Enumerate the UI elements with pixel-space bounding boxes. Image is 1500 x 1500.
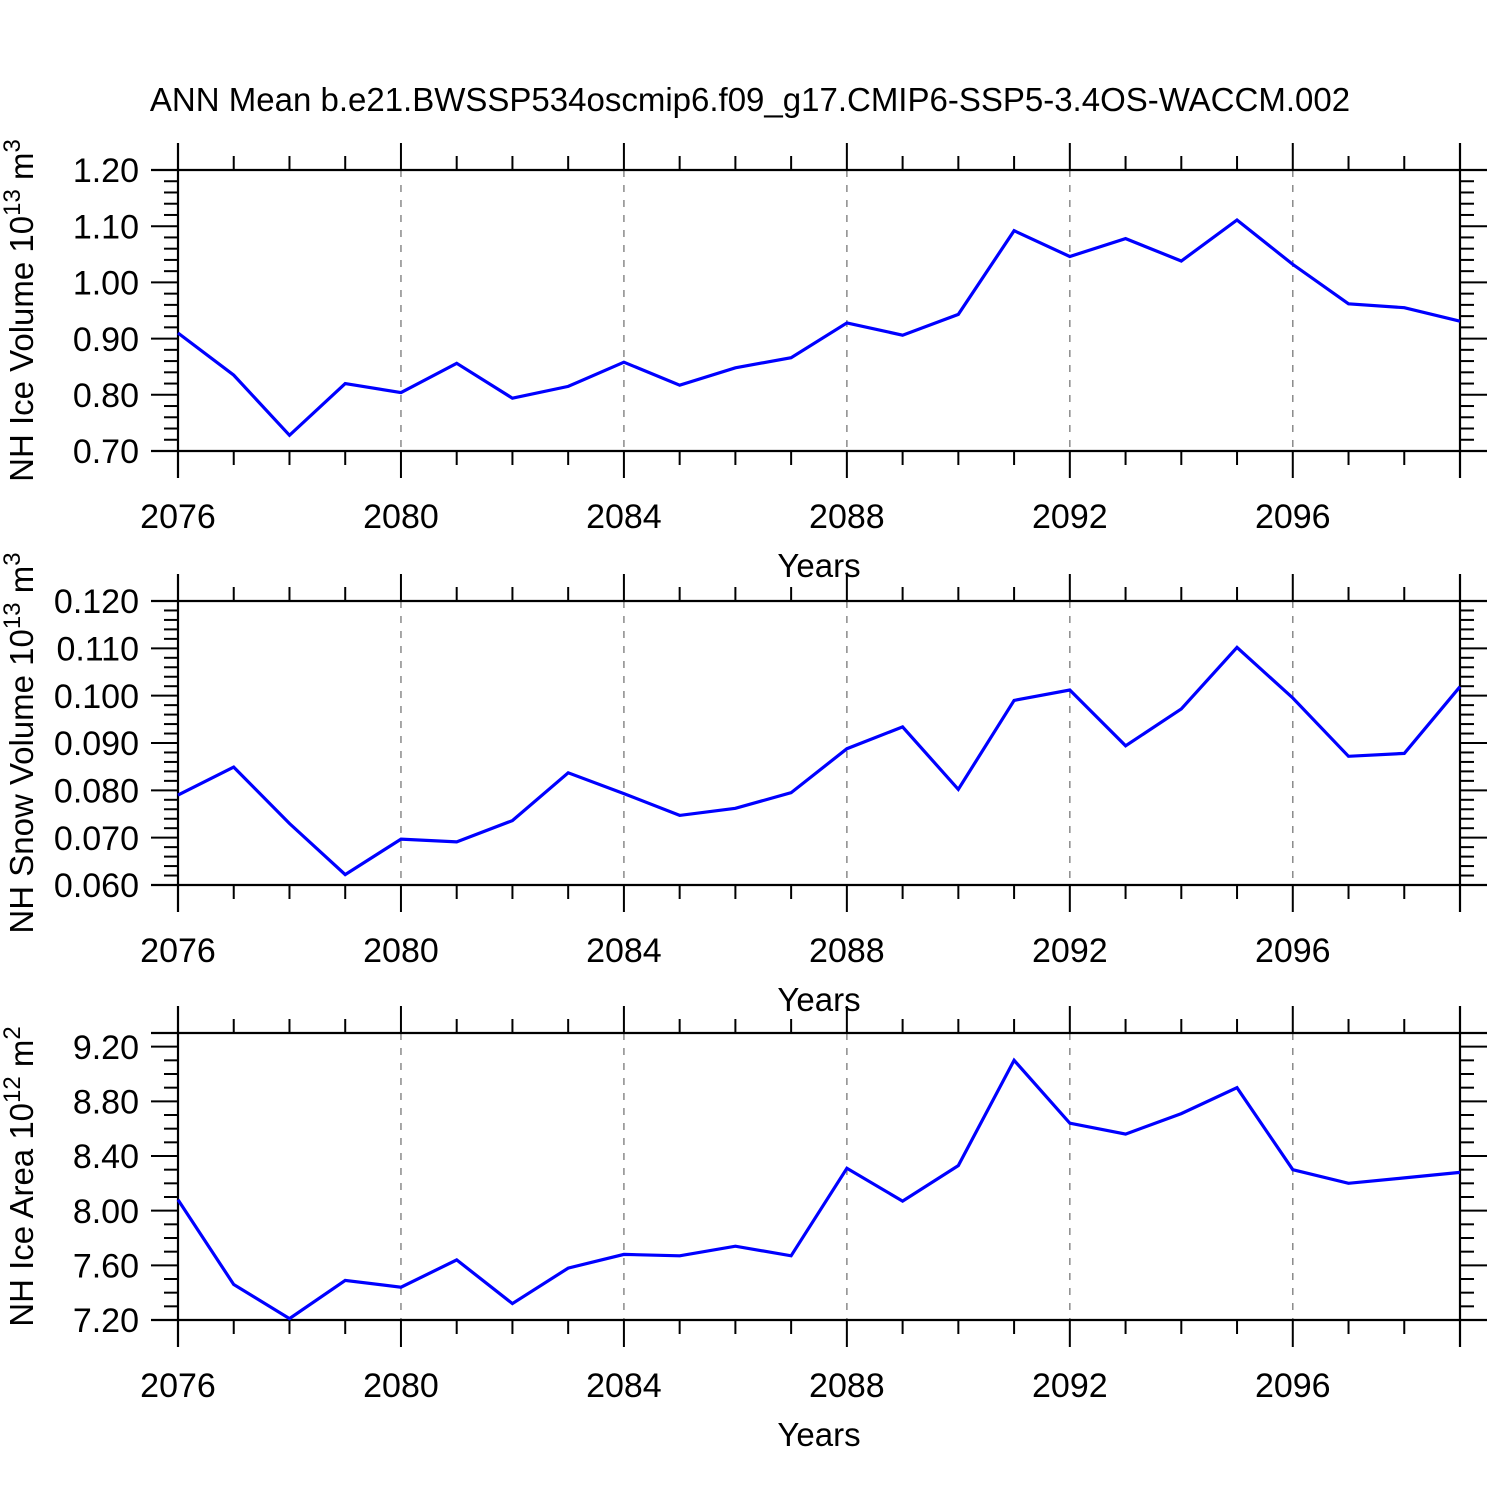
y-tick-labels: 0.70 0.80 0.90 1.00 1.10 1.20 bbox=[73, 152, 139, 471]
y-tick-label: 7.60 bbox=[73, 1248, 139, 1286]
y-tick-labels: 0.060 0.070 0.080 0.090 0.100 0.110 0.120 bbox=[54, 583, 139, 905]
x-tick-labels: 2076 2080 2084 2088 2092 2096 bbox=[140, 498, 1330, 536]
plot-frame bbox=[151, 1006, 1487, 1347]
y-axis-title: NH Ice Area 1012 m2 bbox=[0, 1026, 40, 1327]
x-ticks bbox=[177, 1006, 1461, 1347]
x-tick-label: 2076 bbox=[140, 498, 216, 536]
gridlines bbox=[400, 601, 1294, 885]
y-tick-labels: 7.20 7.60 8.00 8.40 8.80 9.20 bbox=[73, 1029, 139, 1340]
y-tick-label: 0.100 bbox=[54, 678, 139, 716]
x-tick-label: 2096 bbox=[1255, 1367, 1331, 1405]
panel-nh-ice-volume: 2076 2080 2084 2088 2092 2096 0.70 0.80 0.90 1.00… bbox=[0, 139, 1487, 584]
y-tick-label: 9.20 bbox=[73, 1029, 139, 1067]
x-tick-label: 2076 bbox=[140, 932, 216, 970]
x-tick-label: 2080 bbox=[363, 498, 439, 536]
x-tick-label: 2096 bbox=[1255, 932, 1331, 970]
y-axis-title-unit: m bbox=[3, 566, 40, 603]
x-tick-label: 2088 bbox=[809, 1367, 885, 1405]
x-tick-label: 2084 bbox=[586, 498, 662, 536]
x-tick-label: 2096 bbox=[1255, 498, 1331, 536]
x-axis-title: Years bbox=[777, 981, 860, 1018]
y-tick-label: 8.80 bbox=[73, 1084, 139, 1122]
y-tick-label: 1.10 bbox=[73, 208, 139, 246]
y-axis-title-exp: 13 bbox=[0, 189, 26, 216]
x-tick-label: 2092 bbox=[1032, 932, 1108, 970]
y-axis-title-base: NH Snow Volume 10 bbox=[3, 629, 40, 934]
y-tick-label: 0.80 bbox=[73, 377, 139, 415]
y-axis-title-unit-exp: 3 bbox=[0, 139, 26, 152]
x-axis-title: Years bbox=[777, 1416, 860, 1453]
data-line bbox=[177, 217, 1461, 438]
y-tick-label: 0.90 bbox=[73, 321, 139, 359]
y-tick-label: 1.20 bbox=[73, 152, 139, 190]
y-axis-title-base: NH Ice Volume 10 bbox=[3, 216, 40, 482]
panel-nh-ice-area: 2076 2080 2084 2088 2092 2096 7.20 7.60 8.00 8.40… bbox=[0, 1006, 1487, 1453]
y-axis-title-base: NH Ice Area 10 bbox=[3, 1103, 40, 1327]
x-tick-label: 2088 bbox=[809, 498, 885, 536]
y-ticks bbox=[151, 1032, 1487, 1321]
y-axis-title-unit: m bbox=[3, 1040, 40, 1077]
y-axis-title: NH Ice Volume 1013 m3 bbox=[0, 139, 40, 482]
x-ticks bbox=[177, 143, 1461, 478]
y-axis-title-unit-exp: 3 bbox=[0, 552, 26, 565]
y-axis-title-exp: 13 bbox=[0, 602, 26, 629]
data-line bbox=[176, 1057, 1461, 1321]
panel-nh-snow-volume: 2076 2080 2084 2088 2092 20960.0600.0700.0800… bbox=[0, 552, 1487, 1018]
chart-title: ANN Mean b.e21.BWSSP534oscmip6.f09_g17.C… bbox=[149, 81, 1351, 118]
gridlines bbox=[400, 170, 1294, 451]
y-tick-label: 8.40 bbox=[73, 1138, 139, 1176]
x-tick-label: 2080 bbox=[363, 1367, 439, 1405]
plot-frame bbox=[151, 143, 1487, 478]
data-line bbox=[177, 645, 1462, 877]
x-axis-title: Years bbox=[777, 547, 860, 584]
y-tick-label: 0.060 bbox=[54, 867, 139, 905]
y-tick-label: 0.70 bbox=[73, 433, 139, 471]
x-tick-label: 2092 bbox=[1032, 498, 1108, 536]
y-tick-label: 7.20 bbox=[73, 1302, 139, 1340]
y-axis-title-unit-exp: 2 bbox=[0, 1026, 26, 1039]
y-axis-title: NH Snow Volume 1013 m3 bbox=[0, 552, 40, 933]
x-tick-label: 2080 bbox=[363, 932, 439, 970]
x-tick-label: 2076 bbox=[140, 1367, 216, 1405]
x-tick-label: 2088 bbox=[809, 932, 885, 970]
y-tick-label: 0.090 bbox=[54, 725, 139, 763]
x-ticks bbox=[177, 574, 1461, 912]
y-axis-title-exp: 12 bbox=[0, 1076, 26, 1103]
y-ticks bbox=[151, 600, 1487, 886]
y-axis-title-unit: m bbox=[3, 153, 40, 190]
y-tick-label: 0.070 bbox=[54, 820, 139, 858]
x-tick-labels: 2076 2080 2084 2088 2092 2096 bbox=[140, 1367, 1330, 1405]
y-tick-label: 1.00 bbox=[73, 265, 139, 303]
x-tick-label: 2084 bbox=[586, 1367, 662, 1405]
plot-frame bbox=[151, 574, 1487, 912]
x-tick-label: 2084 bbox=[586, 932, 662, 970]
y-tick-label: 8.00 bbox=[73, 1193, 139, 1231]
x-tick-label: 2092 bbox=[1032, 1367, 1108, 1405]
y-tick-label: 0.120 bbox=[54, 583, 139, 621]
x-tick-labels: 2076 2080 2084 2088 2092 2096 bbox=[140, 932, 1330, 970]
y-tick-label: 0.080 bbox=[54, 773, 139, 811]
y-tick-label: 0.110 bbox=[56, 631, 139, 669]
gridlines bbox=[400, 1033, 1294, 1320]
y-ticks bbox=[151, 169, 1487, 452]
